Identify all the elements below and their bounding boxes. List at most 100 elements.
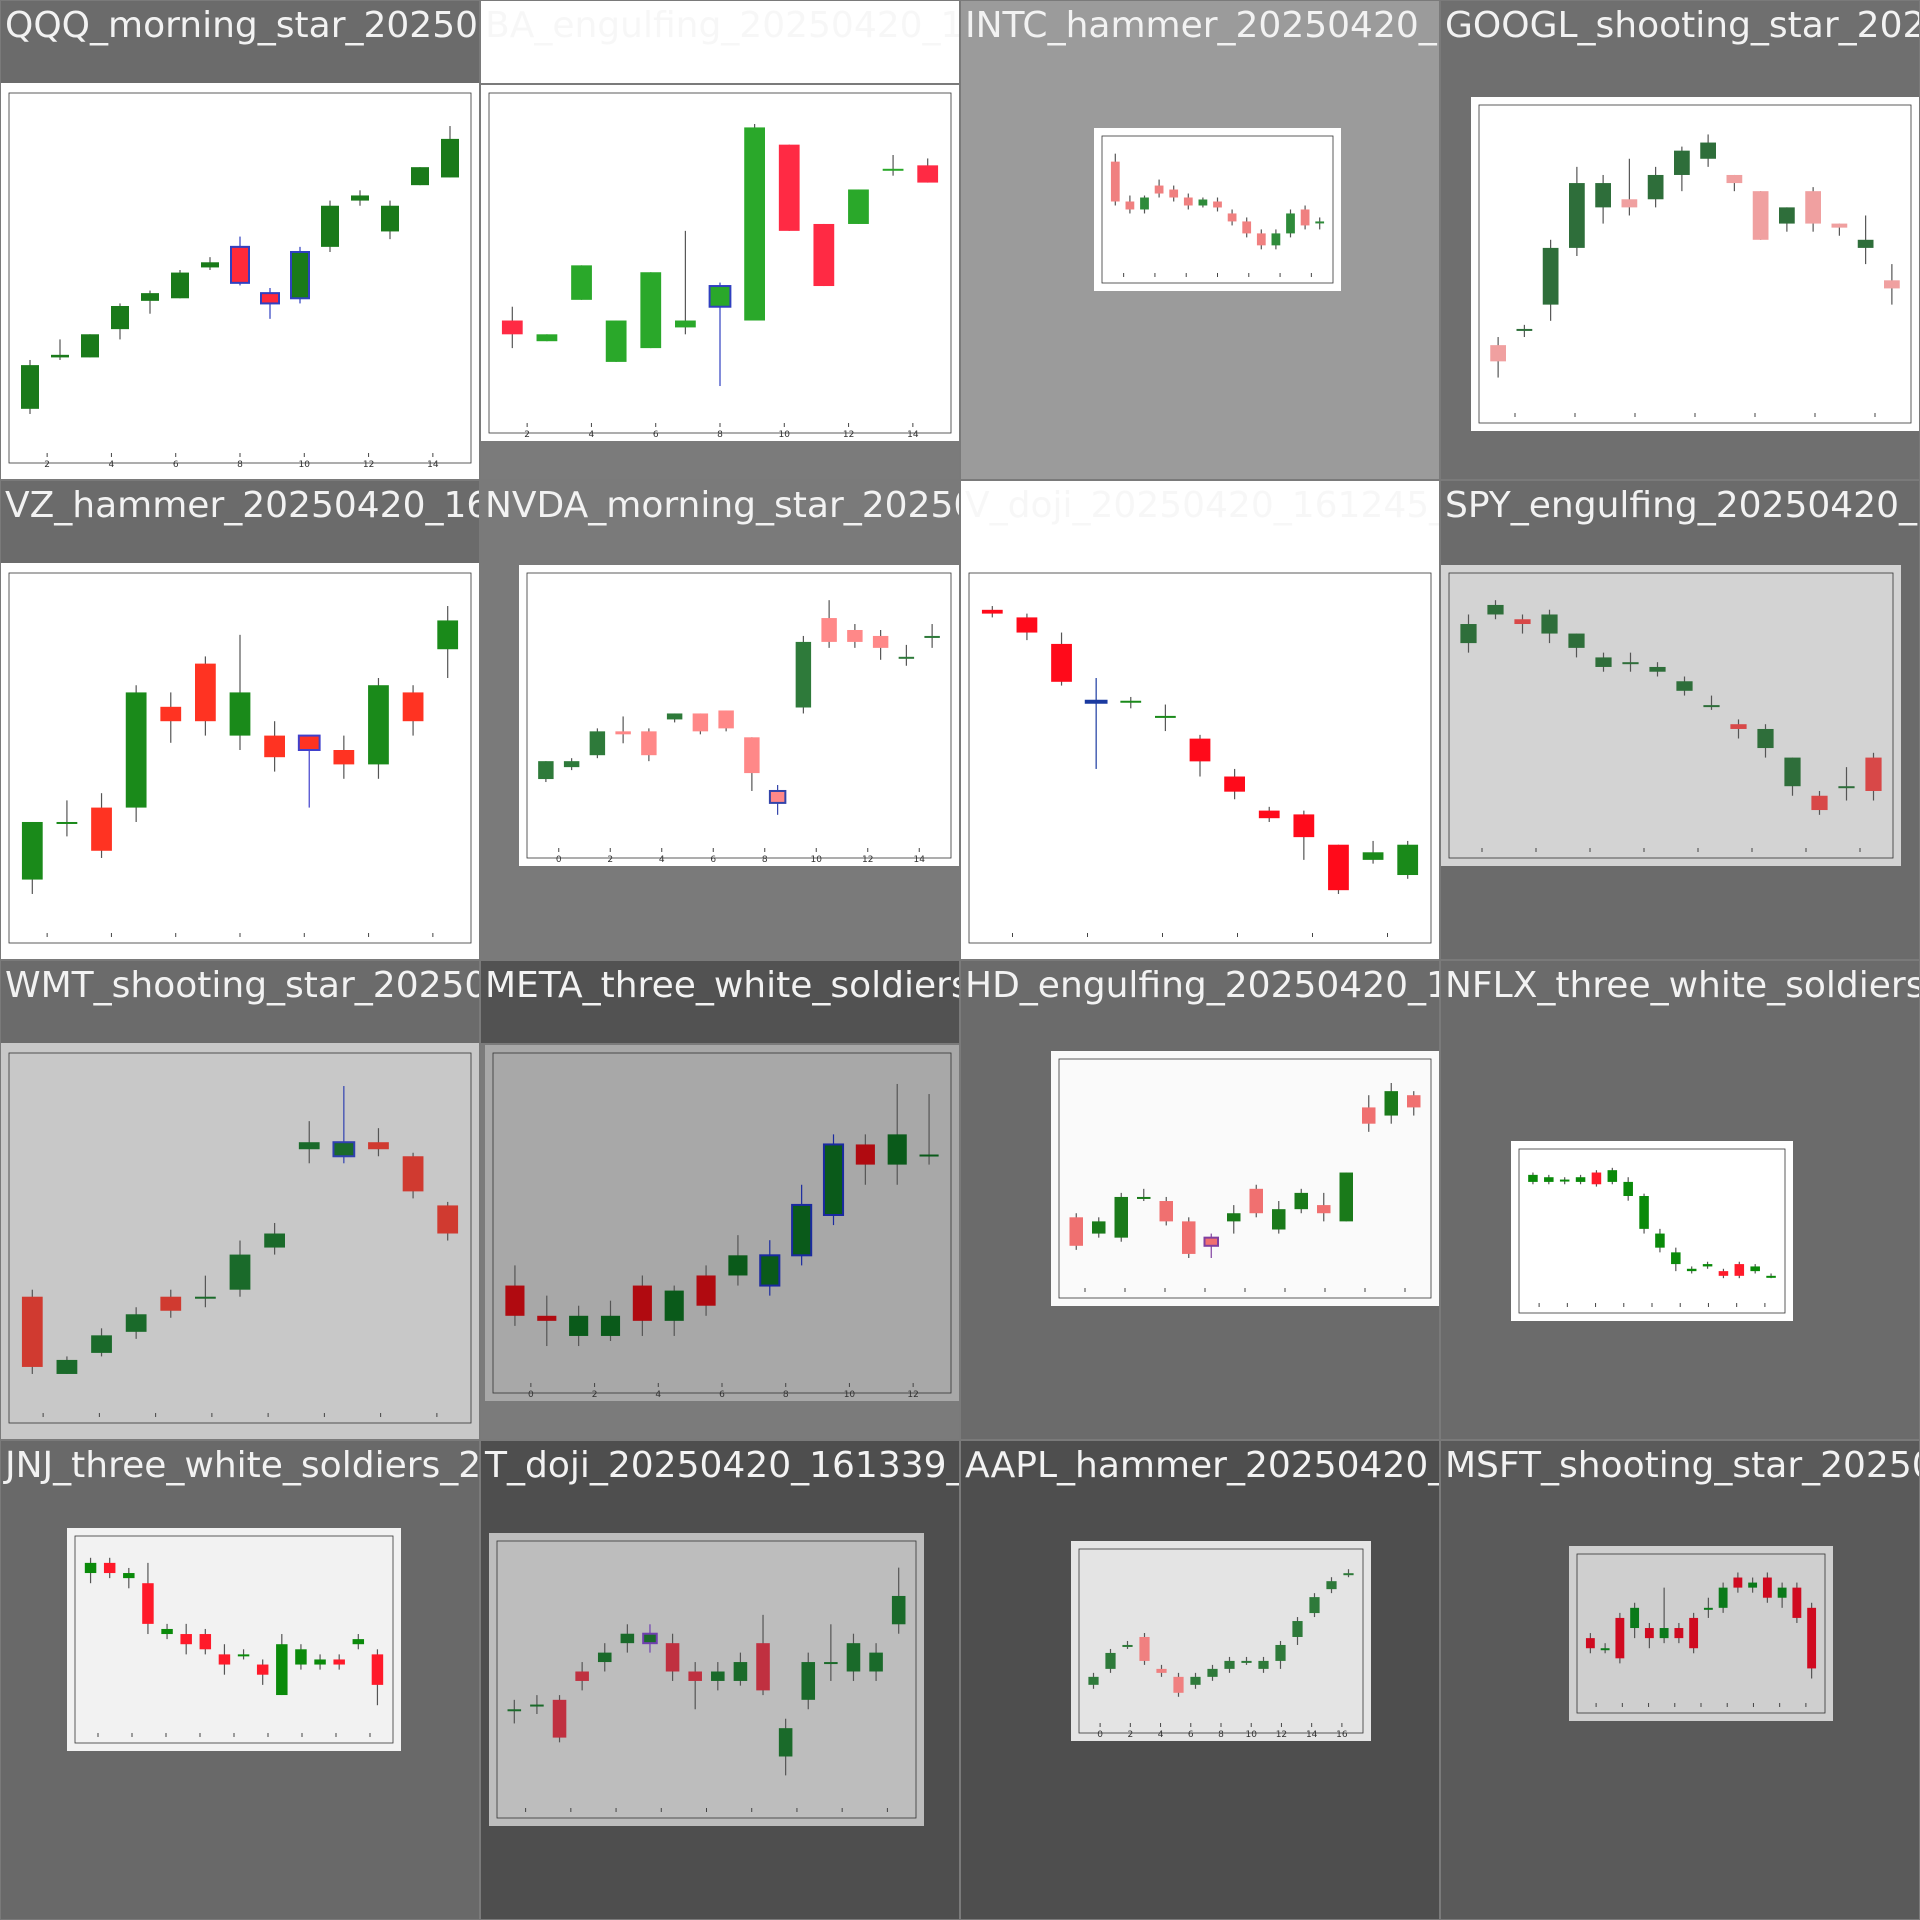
candle-body <box>728 1255 748 1276</box>
plot-frame <box>1058 1058 1432 1299</box>
candle-body <box>801 1662 816 1700</box>
plot-area <box>519 565 959 866</box>
candle-body <box>1733 1577 1743 1588</box>
candle-body <box>1615 1617 1625 1659</box>
candle-body <box>1286 213 1295 234</box>
x-tick-label: 2 <box>1127 1730 1133 1740</box>
plot-area <box>481 85 959 441</box>
candle-body <box>1084 699 1108 704</box>
candle-body <box>256 1664 269 1675</box>
chart-tile-qqq[interactable]: 2468101214QQQ_morning_star_20250420_1610… <box>1 1 479 479</box>
x-tick-label: 10 <box>1245 1730 1257 1740</box>
candle-body <box>1591 1172 1602 1185</box>
candle-body <box>1139 1636 1150 1661</box>
chart-tile-msft[interactable]: MSFT_shooting_star_20250420_161220_3303.… <box>1441 1441 1919 1919</box>
chart-tile-vz[interactable]: VZ_hammer_20250420_161330_9623.jpg <box>1 481 479 959</box>
chart-tile-nvda[interactable]: 02468101214NVDA_morning_star_20250420_16… <box>481 481 959 959</box>
candle-body <box>381 205 399 232</box>
chart-tile-intc[interactable]: INTC_hammer_20250420_161206_4783.jpg <box>961 1 1439 479</box>
candle-body <box>1784 757 1801 787</box>
caption-band <box>961 1 1439 83</box>
plot-area <box>485 1045 959 1401</box>
candle-body <box>161 1628 173 1635</box>
candle-body <box>600 1315 621 1336</box>
candle-body <box>264 735 285 758</box>
chart-tile-hd[interactable]: HD_engulfing_20250420_161524_4425.jpg <box>961 961 1439 1439</box>
candle-body <box>1137 1196 1151 1199</box>
chart-tile-spy[interactable]: SPY_engulfing_20250420_161104_1234.jpg <box>1441 481 1919 959</box>
candle-body <box>589 731 606 756</box>
candle-body <box>1569 183 1585 248</box>
plot-frame <box>8 92 472 464</box>
candle-body <box>1805 191 1821 224</box>
candle-body <box>1649 666 1666 672</box>
candle-body <box>1189 738 1211 762</box>
candle-body <box>195 1296 216 1299</box>
x-tick-label: 4 <box>589 430 595 440</box>
candle-body <box>605 320 627 362</box>
plot-area <box>1071 1541 1371 1741</box>
candle-body <box>437 620 459 650</box>
candle-body <box>1671 1252 1681 1265</box>
candle-body <box>575 1671 589 1681</box>
candlestick-chart <box>481 1441 959 1826</box>
x-tick-label: 10 <box>811 855 823 865</box>
candle-body <box>142 1583 154 1624</box>
candle-body <box>552 1699 567 1738</box>
plot-area <box>1471 97 1919 431</box>
chart-tile-meta[interactable]: 024681012META_three_white_soldiers_20250… <box>481 961 959 1439</box>
candle-body <box>1362 852 1384 860</box>
candle-body <box>1544 1177 1554 1182</box>
candle-body <box>1407 1095 1421 1108</box>
x-tick-label: 10 <box>299 460 311 470</box>
candle-body <box>1622 662 1639 665</box>
candle-body <box>569 1315 589 1336</box>
candle-body <box>333 1659 345 1665</box>
candle-body <box>1258 1660 1269 1669</box>
candle-body <box>1088 1676 1099 1685</box>
plot-frame <box>488 92 952 434</box>
candle-body <box>81 334 99 358</box>
candle-body <box>1293 814 1315 838</box>
chart-tile-ba[interactable]: 2468101214BA_engulfing_20250420_161536_9… <box>481 1 959 479</box>
x-tick-label: 4 <box>655 1390 661 1400</box>
chart-tile-aapl[interactable]: 0246810121416AAPL_hammer_20250420_160954… <box>961 1441 1439 1919</box>
candle-body <box>1326 1581 1337 1590</box>
candle-body <box>171 272 189 299</box>
candle-body <box>141 293 159 301</box>
candle-body <box>111 305 129 330</box>
candle-body <box>1726 174 1743 184</box>
chart-tile-t[interactable]: T_doji_20250420_161339_8254.jpg <box>481 1441 959 1919</box>
plot-frame <box>1078 1548 1364 1734</box>
candle-body <box>201 262 219 268</box>
x-tick-label: 12 <box>843 430 854 440</box>
chart-tile-wmt[interactable]: WMT_shooting_star_20250420_161510_5186.j… <box>1 961 479 1439</box>
caption-band <box>481 961 959 1043</box>
candlestick-chart <box>961 481 1439 951</box>
candle-body <box>1703 705 1720 708</box>
chart-tile-googl[interactable]: GOOGL_shooting_star_20250420_161004_2217… <box>1441 1 1919 479</box>
candle-body <box>351 195 369 201</box>
candle-body <box>759 1254 781 1287</box>
candlestick-chart: 0 2 4 6 8 10 12 14 <box>481 481 959 866</box>
candle-body <box>123 1573 135 1579</box>
candle-body <box>664 1290 684 1321</box>
x-tick-label: 6 <box>173 460 179 470</box>
candle-body <box>1198 199 1208 206</box>
candle-body <box>1700 142 1716 159</box>
candle-body <box>1750 1266 1760 1272</box>
x-tick-label: 4 <box>1158 1730 1164 1740</box>
chart-tile-v[interactable]: V_doji_20250420_161245_9315.jpg <box>961 481 1439 959</box>
chart-tile-jnj[interactable]: JNJ_three_white_soldiers_20250420_161339… <box>1 1441 479 1919</box>
candle-body <box>1487 604 1504 615</box>
candle-body <box>778 1728 793 1757</box>
candle-body <box>563 761 580 768</box>
caption-band <box>481 481 959 563</box>
candle-body <box>103 1562 116 1574</box>
caption-band <box>1441 481 1919 563</box>
candle-body <box>1156 1668 1167 1673</box>
chart-tile-nflx[interactable]: NFLX_three_white_soldiers_20250420_16113… <box>1441 961 1919 1439</box>
x-tick-label: 12 <box>1276 1730 1287 1740</box>
candle-body <box>821 618 837 642</box>
candle-body <box>538 761 554 780</box>
